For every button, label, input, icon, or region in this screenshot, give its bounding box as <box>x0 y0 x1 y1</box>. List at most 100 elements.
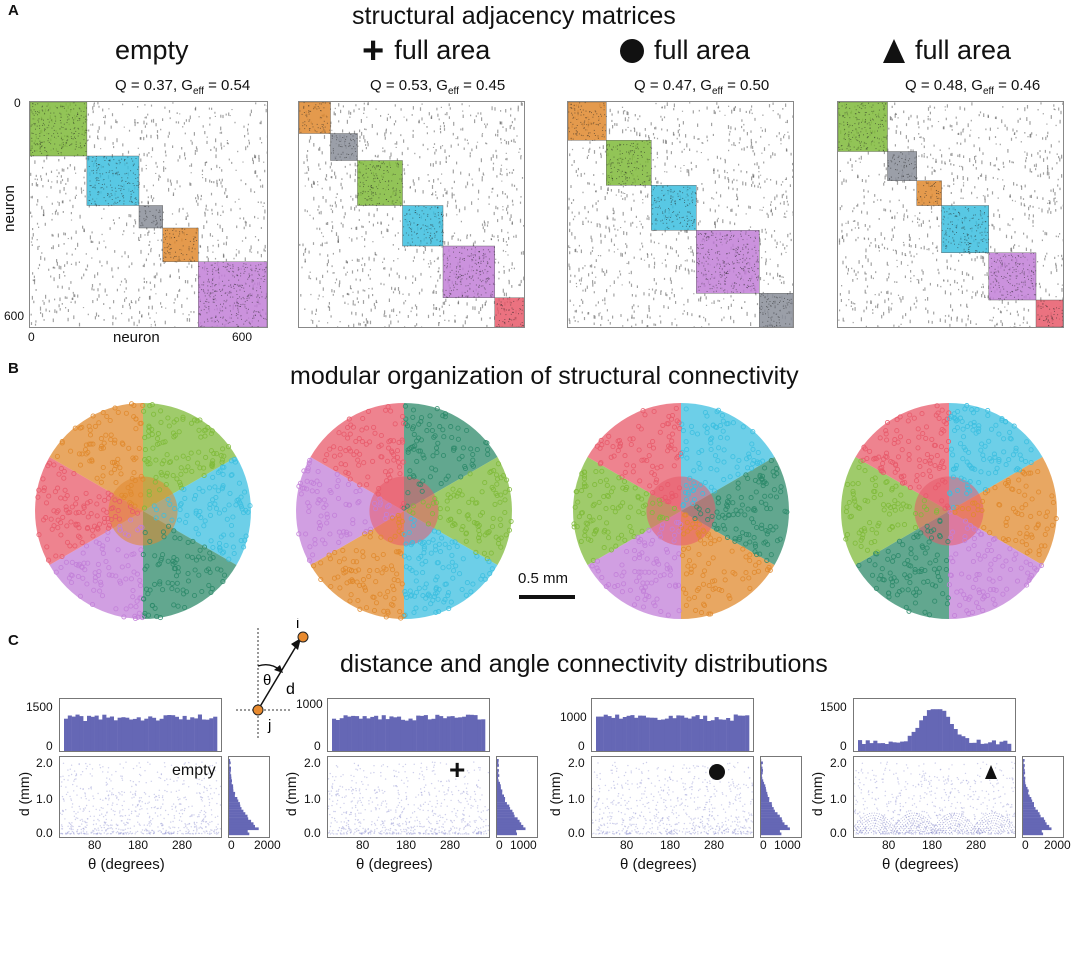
hist-bar <box>714 717 719 751</box>
matrix-y-label: neuron <box>0 185 18 232</box>
hist-bar <box>144 718 149 751</box>
hist-bar <box>722 719 727 751</box>
hist-bar <box>761 797 770 800</box>
hist-bar <box>497 771 499 775</box>
hist-bar <box>497 807 511 810</box>
ytick: 0.0 <box>568 826 585 840</box>
hist-bar <box>915 727 920 751</box>
distance-angle-scatter <box>327 756 490 838</box>
hist-bar <box>761 769 763 772</box>
hist-bar <box>497 776 499 780</box>
hist-bar <box>497 791 503 795</box>
hist-bar <box>1023 819 1046 823</box>
hist-bar <box>385 719 390 751</box>
theta-histogram <box>327 698 490 752</box>
hist-bar <box>622 717 627 751</box>
hist-bar <box>865 740 870 751</box>
hist-bar <box>980 743 985 751</box>
distance-angle-scatter <box>59 756 222 838</box>
tick-600-left: 600 <box>4 309 25 323</box>
hist-bar <box>884 744 889 751</box>
hist-bar <box>229 761 231 765</box>
hist-bar <box>653 717 658 751</box>
hist-bar <box>1023 829 1042 833</box>
hist-bar <box>1023 786 1028 790</box>
hist-bar <box>761 766 763 770</box>
hist-bar <box>497 827 526 831</box>
hist-bar <box>339 718 344 751</box>
hist-bar <box>684 717 689 751</box>
hist-bar <box>877 743 882 751</box>
hist-bar <box>761 784 766 787</box>
hist-bar <box>695 715 700 751</box>
hist-bar <box>1003 740 1008 751</box>
hist-bar <box>121 717 126 751</box>
hist-bar <box>896 742 901 751</box>
hist-bar <box>439 716 444 751</box>
inset-i-label: i <box>296 618 299 632</box>
hist-bar <box>159 718 164 751</box>
hist-bar <box>229 829 248 833</box>
hist-bar <box>412 720 417 751</box>
hist-bar <box>497 761 499 765</box>
hist-bar <box>626 715 631 751</box>
inset-theta-label: θ <box>263 672 271 689</box>
hist-bar <box>393 717 398 751</box>
ytick: 0.0 <box>304 826 321 840</box>
hist-bar <box>726 718 731 751</box>
hist-bar <box>949 724 954 751</box>
hist-bar <box>1023 784 1027 787</box>
hist-bar <box>961 736 966 751</box>
module-block <box>651 185 697 231</box>
hist-bar <box>761 824 788 828</box>
hist-bar <box>229 776 232 780</box>
hist-bar <box>497 812 514 815</box>
hist-bar <box>450 716 455 751</box>
ytick: 1.0 <box>36 792 53 806</box>
hist-bar <box>229 832 250 836</box>
distance-angle-scatter <box>591 756 754 838</box>
ytick: 2.0 <box>304 756 321 770</box>
hist-bar <box>83 721 88 751</box>
hist-bar <box>761 817 782 820</box>
hist-bar <box>469 714 474 751</box>
tick-600-bottom: 600 <box>232 330 253 344</box>
module-block <box>162 227 199 262</box>
module-block <box>494 297 524 327</box>
hist-bar <box>497 774 500 777</box>
hist-bar <box>148 716 153 751</box>
hist-bar <box>761 814 780 818</box>
hist-bar <box>649 717 654 751</box>
hist-bar <box>497 814 515 818</box>
hist-bar <box>197 714 202 751</box>
hist-bar <box>761 802 772 805</box>
hist-bar <box>229 786 234 790</box>
theta-histogram <box>591 698 754 752</box>
hist-bar <box>229 797 238 800</box>
hist-bar <box>442 718 447 751</box>
hist-bar <box>942 710 947 751</box>
hist-bar <box>664 718 669 751</box>
hist-bar <box>1023 779 1026 782</box>
hist-bar <box>938 709 943 751</box>
module-sector <box>855 511 949 619</box>
hist-bar <box>94 715 99 751</box>
module-block <box>759 293 793 327</box>
hist-bar <box>1023 817 1044 820</box>
hist-bar <box>229 822 254 825</box>
col-label: full area <box>394 35 491 65</box>
hist-bar <box>676 715 681 751</box>
hist-bar <box>761 779 764 782</box>
ytick: 1.0 <box>568 792 585 806</box>
hist-bar <box>991 740 996 751</box>
hist-bar <box>229 794 235 798</box>
hist-bar <box>404 720 409 751</box>
hist-bar <box>761 819 783 823</box>
hist-bar <box>615 714 620 751</box>
hist-bar <box>343 715 348 751</box>
hist-bar <box>497 759 499 762</box>
hist-bar <box>497 799 505 803</box>
hist-bar <box>117 717 122 751</box>
hist-bar <box>420 715 425 751</box>
ytick: 2.0 <box>36 756 53 770</box>
